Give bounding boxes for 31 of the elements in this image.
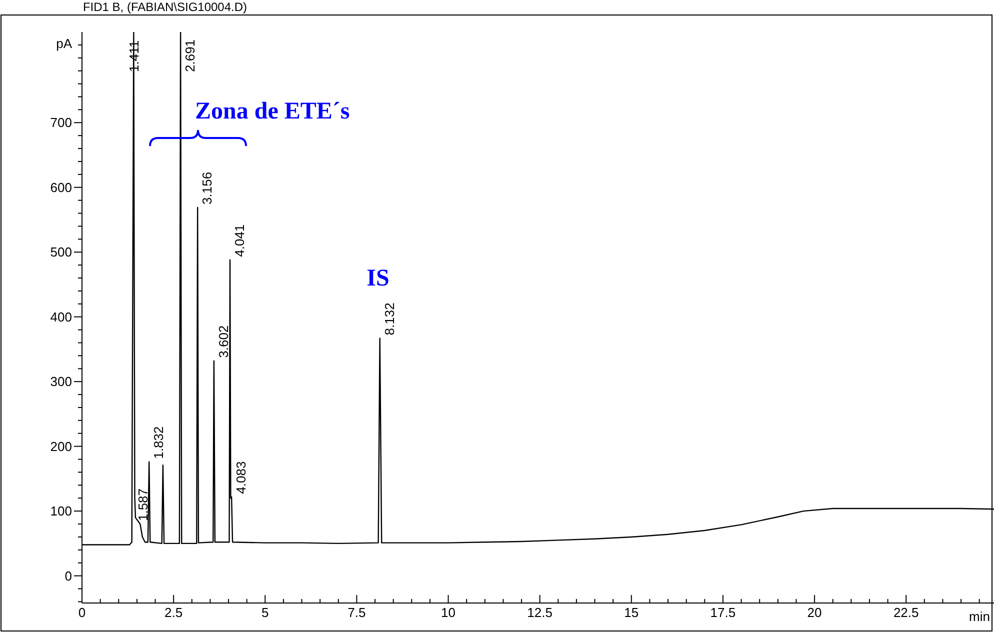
y-tick-label: 0 [64, 568, 72, 584]
annotation: 2.691 [182, 39, 198, 72]
annotation: 1.587 [136, 488, 151, 522]
x-tick-label: 10 [441, 605, 456, 620]
y-tick-label: 400 [50, 309, 72, 324]
annotation: Zona de ETE´s [195, 98, 350, 124]
y-tick-label: 100 [50, 504, 72, 519]
x-tick-label: 0 [78, 605, 86, 620]
chart-title: FID1 B, (FABIAN\SIG10004.D) [82, 0, 248, 14]
x-tick-label: 12.5 [527, 605, 552, 620]
annotation: 3.156 [200, 172, 215, 204]
y-tick-label: 300 [50, 374, 72, 390]
annotation: 3.602 [216, 325, 231, 358]
x-tick-label: 2.5 [164, 605, 183, 620]
annotation: 8.132 [382, 302, 397, 336]
annotation: 1.832 [151, 426, 166, 459]
annotation: 4.041 [232, 224, 248, 257]
x-axis-title: min [969, 609, 990, 624]
annotation: IS [366, 265, 390, 292]
x-tick-label: 17.5 [710, 605, 736, 620]
x-tick-label: 20 [807, 605, 822, 620]
x-tick-label: 5 [262, 605, 269, 620]
y-tick-label: 500 [50, 244, 72, 260]
x-tick-label: 7.5 [348, 605, 366, 620]
x-tick-label: 15 [624, 605, 639, 620]
annotation: 4.083 [234, 461, 249, 494]
y-axis-title: pA [56, 36, 72, 51]
y-tick-label: 600 [50, 180, 72, 195]
y-tick-label: 700 [50, 115, 72, 130]
x-tick-label: 22.5 [893, 605, 919, 620]
y-tick-label: 200 [50, 438, 72, 454]
